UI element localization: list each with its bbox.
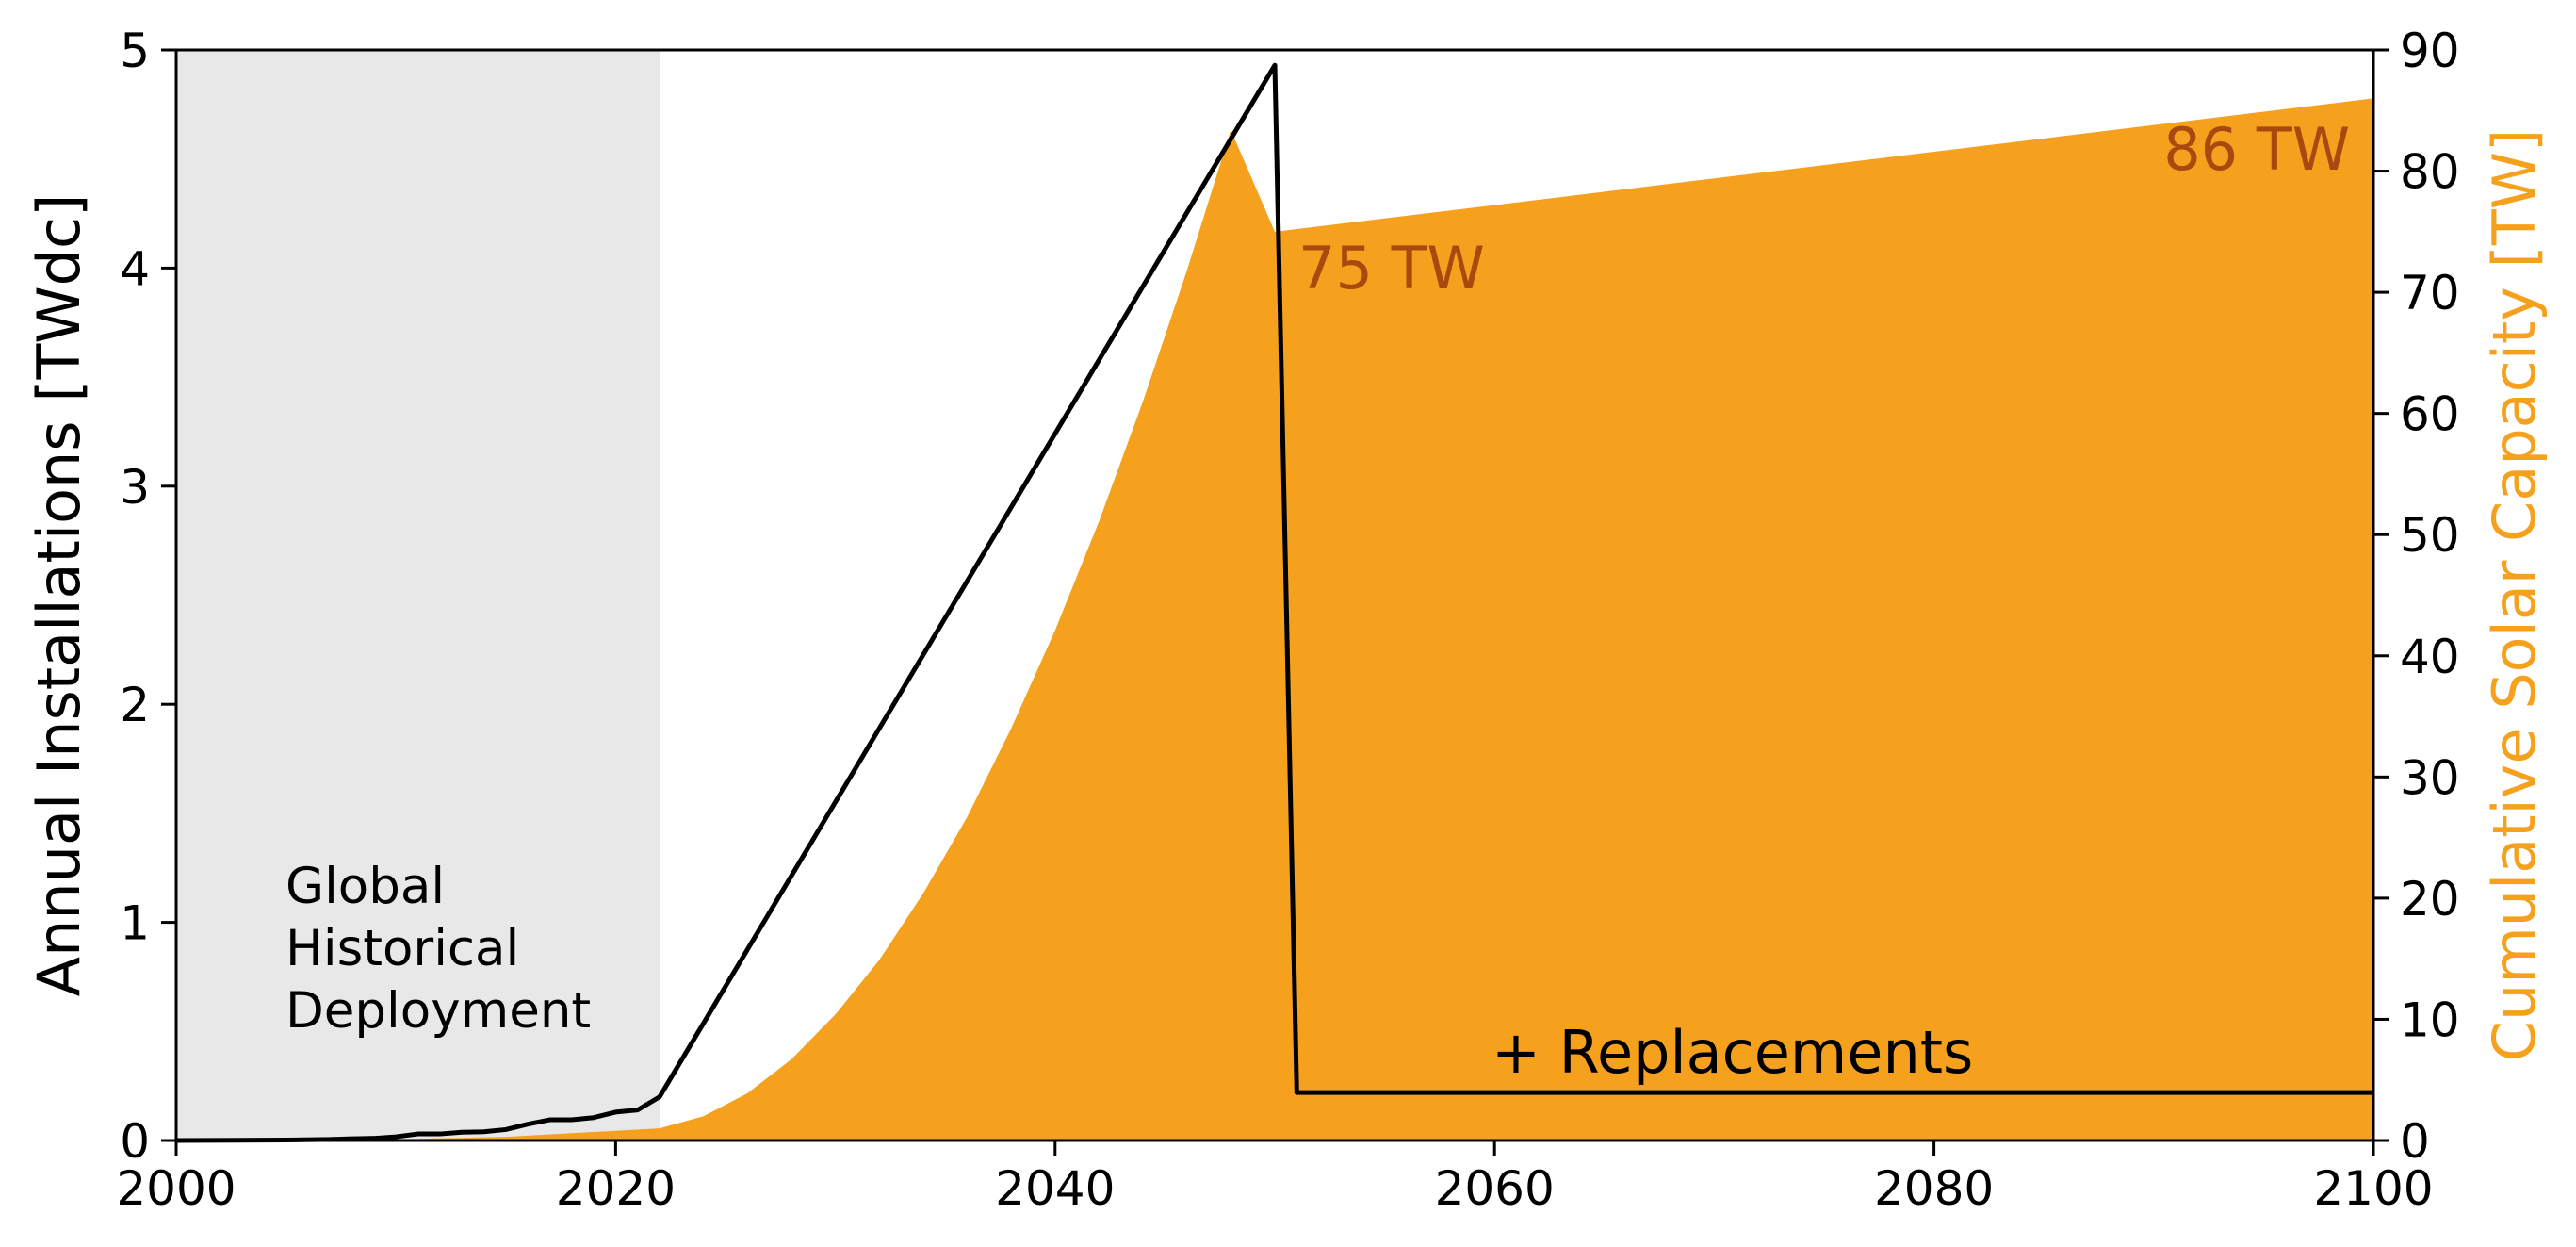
- right-y-tick-label: 40: [2400, 630, 2460, 684]
- historical-annotation: Global Historical Deployment: [285, 858, 591, 1040]
- left-y-tick-label: 1: [120, 896, 150, 951]
- replacements-annotation: + Replacements: [1492, 1018, 1973, 1087]
- right-y-tick-label: 60: [2400, 387, 2460, 442]
- x-tick-label: 2000: [116, 1161, 236, 1216]
- x-tick-label: 2040: [995, 1161, 1115, 1216]
- right-y-tick-label: 50: [2400, 508, 2460, 563]
- axis-titles: Annual Installations [TWdc] Cumulative So…: [24, 129, 2549, 1062]
- annual-installations-line: [175, 62, 2373, 1143]
- historical-shade: [176, 50, 660, 1140]
- left-y-axis: 0 1 2 3 4 5: [120, 24, 176, 1169]
- cumulative-area-path: [176, 98, 2373, 1140]
- right-y-tick-label: 70: [2400, 266, 2460, 320]
- left-y-tick-label: 3: [120, 460, 150, 515]
- right-y-tick-label: 30: [2400, 750, 2460, 805]
- plot-frame: [174, 48, 2375, 1142]
- annotations: Global Historical Deployment 75 TW 86 TW + Re…: [285, 115, 2350, 1087]
- historical-region: [176, 50, 660, 1140]
- left-y-tick-label: 4: [120, 241, 150, 296]
- x-tick-label: 2080: [1874, 1161, 1994, 1216]
- right-y-tick-label: 90: [2400, 24, 2460, 78]
- historical-annotation-line: Historical: [285, 920, 519, 977]
- x-tick-label: 2100: [2313, 1161, 2433, 1216]
- right-y-axis: 0 10 20 30 40 50 60 70 80 90: [2373, 24, 2460, 1169]
- historical-annotation-line: Global: [285, 858, 445, 915]
- cumulative-capacity-area: [176, 98, 2373, 1140]
- historical-annotation-line: Deployment: [285, 982, 591, 1040]
- x-tick-label: 2020: [556, 1161, 676, 1216]
- end-capacity-annotation: 86 TW: [2163, 115, 2350, 184]
- x-axis: 2000 2020 2040 2060 2080 2100: [116, 1140, 2434, 1216]
- right-y-tick-label: 0: [2400, 1114, 2430, 1169]
- right-y-tick-label: 20: [2400, 872, 2460, 927]
- plot-border: [174, 48, 2375, 1142]
- right-y-tick-label: 10: [2400, 993, 2460, 1047]
- right-y-axis-title: Cumulative Solar Capacity [TW]: [2480, 129, 2549, 1062]
- left-y-axis-title: Annual Installations [TWdc]: [24, 194, 93, 997]
- annual-line-path: [175, 62, 2373, 1143]
- x-tick-label: 2060: [1435, 1161, 1555, 1216]
- left-y-tick-label: 0: [120, 1114, 150, 1169]
- right-y-tick-label: 80: [2400, 145, 2460, 200]
- left-y-tick-label: 5: [120, 24, 150, 78]
- peak-capacity-annotation: 75 TW: [1298, 234, 1485, 303]
- left-y-tick-label: 2: [120, 678, 150, 732]
